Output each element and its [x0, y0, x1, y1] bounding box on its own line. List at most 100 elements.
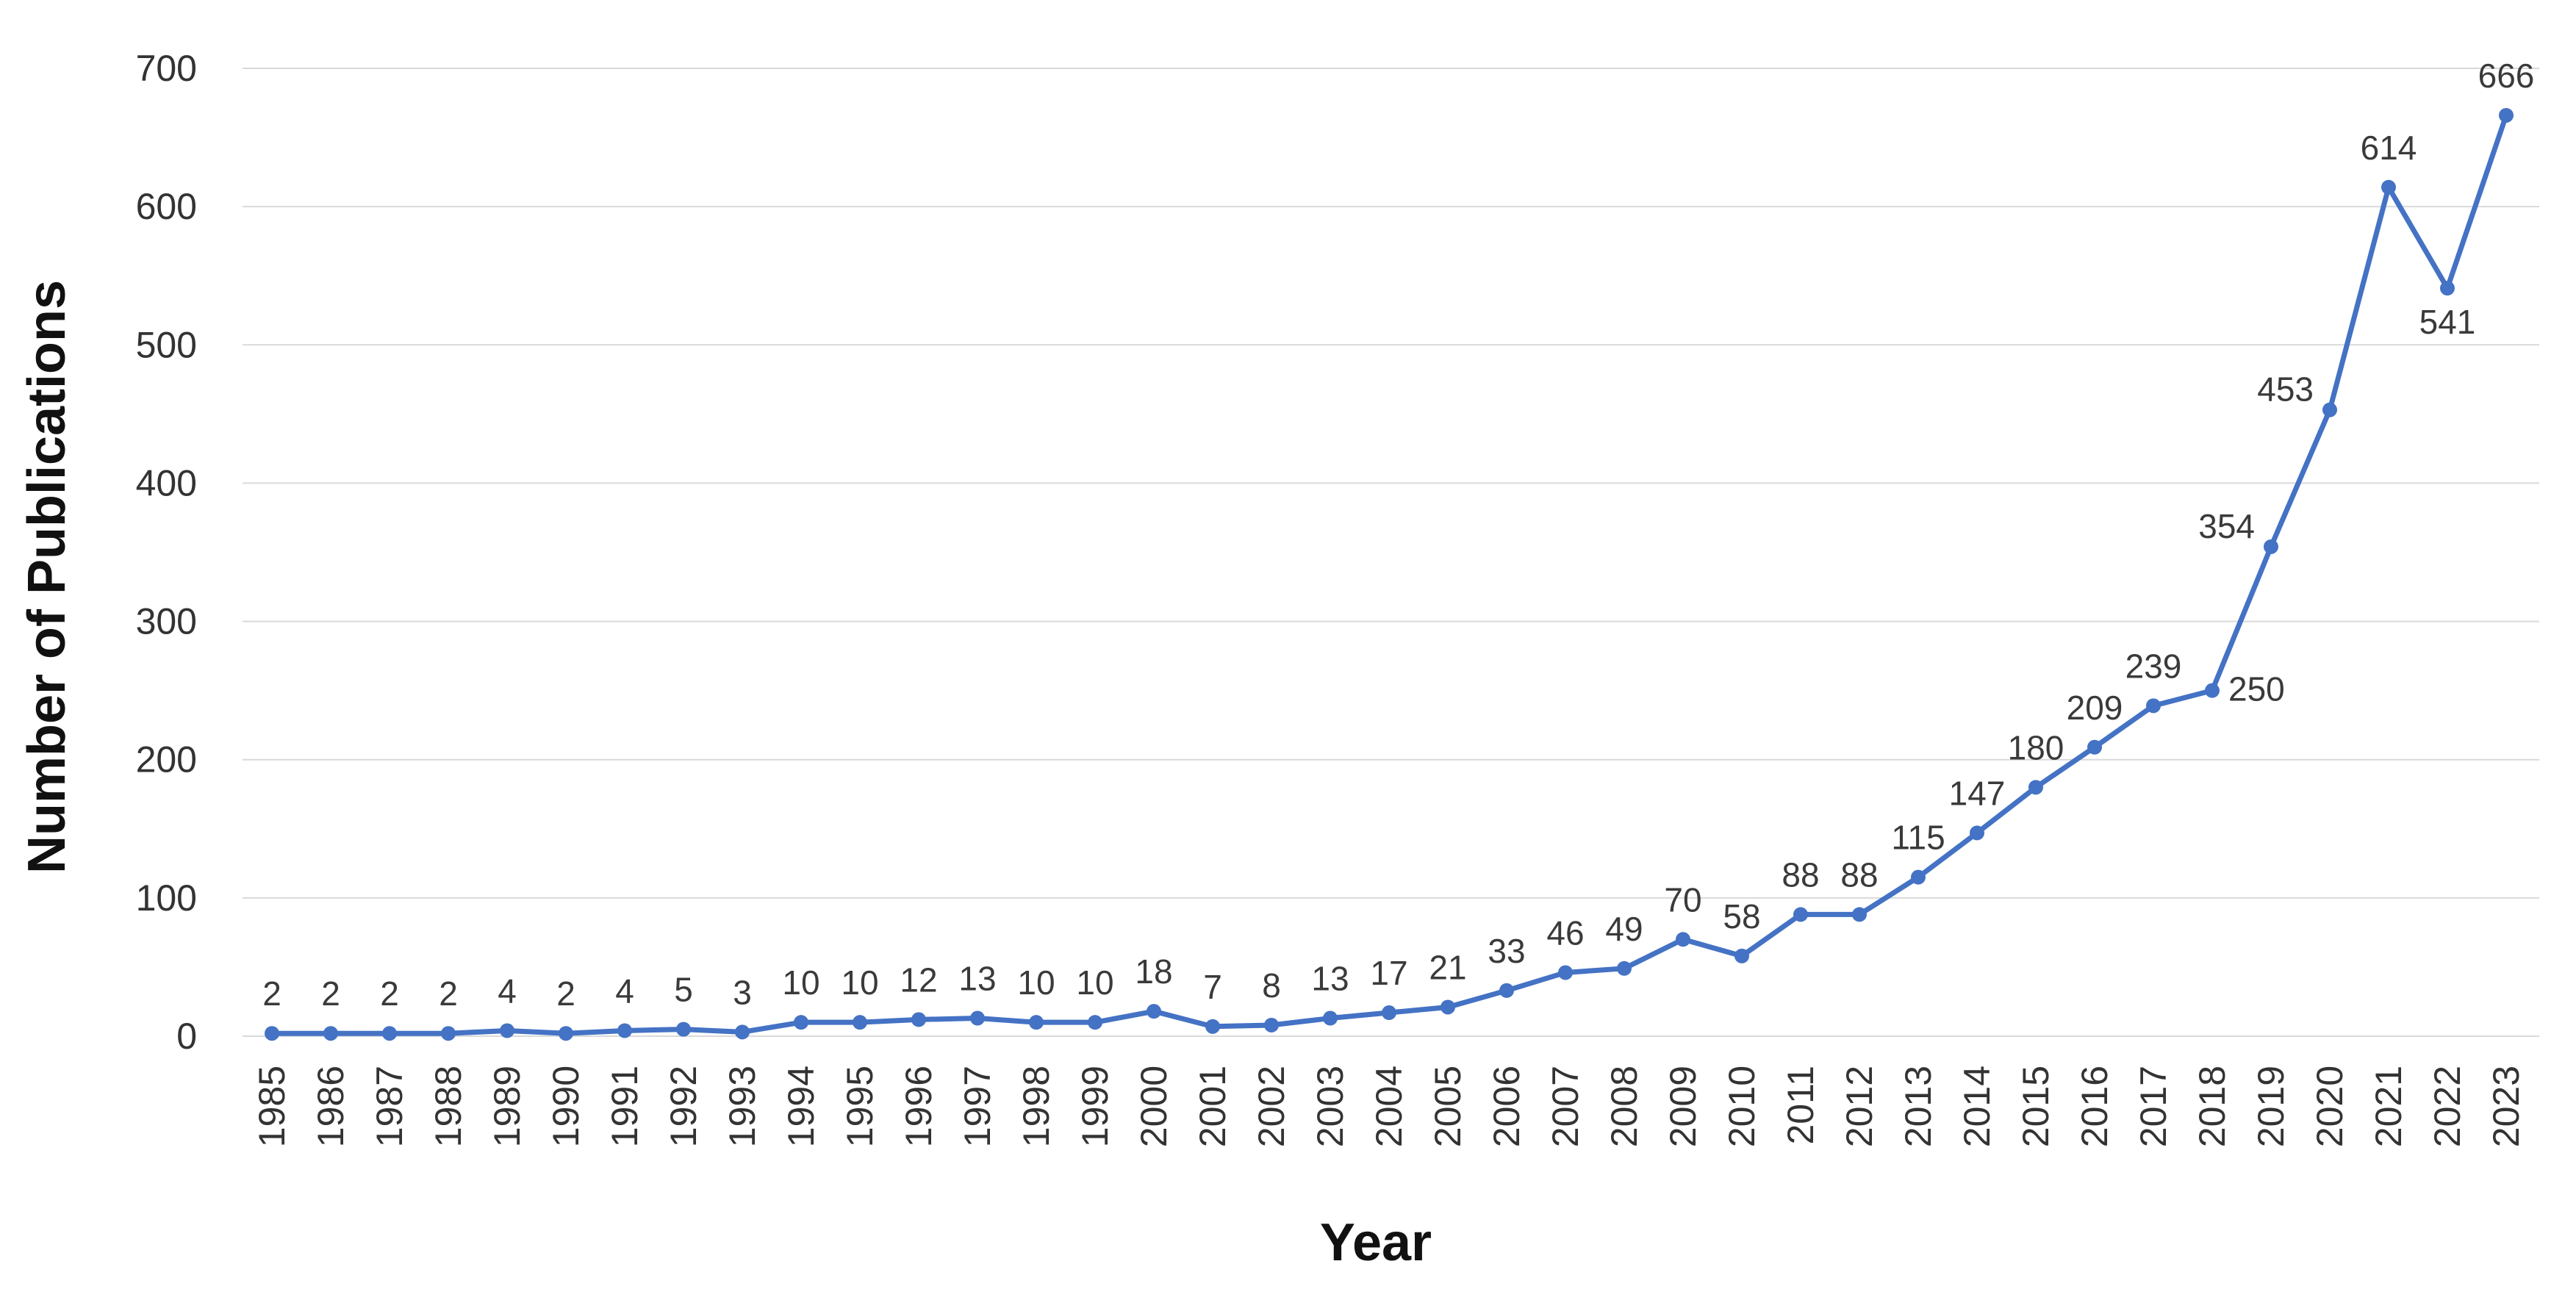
data-point — [1088, 1015, 1102, 1030]
x-tick-label: 2014 — [1956, 1066, 1998, 1147]
data-label: 2 — [380, 974, 399, 1013]
x-tick-label: 2006 — [1486, 1066, 1527, 1147]
x-tick-label: 2019 — [2250, 1066, 2292, 1147]
x-tick-label: 1990 — [545, 1066, 586, 1147]
data-label: 2 — [321, 974, 340, 1013]
x-tick-label: 1993 — [722, 1066, 763, 1147]
data-label: 33 — [1488, 932, 1525, 970]
data-point — [1558, 965, 1573, 980]
data-points — [265, 107, 2514, 1041]
data-point — [1029, 1015, 1044, 1030]
y-tick-label: 300 — [136, 601, 197, 642]
x-tick-label: 2017 — [2133, 1066, 2174, 1147]
data-point — [1852, 907, 1867, 922]
data-point — [1617, 960, 1632, 976]
x-tick-label: 2001 — [1192, 1066, 1233, 1147]
x-tick-label: 2002 — [1251, 1066, 1292, 1147]
x-tick-label: 2007 — [1545, 1066, 1586, 1147]
x-tick-label: 2009 — [1662, 1066, 1704, 1147]
data-label: 8 — [1262, 966, 1281, 1005]
x-tick-label: 2004 — [1368, 1066, 1410, 1147]
data-point — [2087, 739, 2102, 755]
x-tick-label: 1994 — [781, 1066, 822, 1147]
data-label: 17 — [1370, 954, 1407, 992]
x-tick-label: 2016 — [2074, 1066, 2115, 1147]
x-axis-title: Year — [1320, 1213, 1432, 1272]
data-label: 88 — [1840, 855, 1878, 894]
data-point — [853, 1015, 867, 1030]
y-tick-label: 400 — [136, 462, 197, 503]
x-tick-label: 2011 — [1780, 1066, 1821, 1145]
data-point — [1499, 983, 1514, 998]
x-axis-ticks: 1985 1986 1987 1988 1989 1990 1991 1992 1993 1994… — [251, 1066, 2527, 1147]
data-label: 49 — [1605, 910, 1643, 948]
series-line — [269, 112, 2509, 1036]
data-point — [1911, 869, 1926, 885]
y-tick-label: 100 — [136, 877, 197, 919]
data-point — [735, 1024, 750, 1040]
data-point — [676, 1021, 691, 1037]
data-point — [970, 1010, 985, 1026]
data-label: 147 — [1949, 774, 2006, 812]
data-point — [2381, 179, 2396, 195]
data-point — [2146, 698, 2161, 714]
data-label: 209 — [2067, 689, 2123, 727]
data-label: 2 — [439, 974, 458, 1013]
x-tick-label: 2008 — [1604, 1066, 1645, 1147]
data-point — [1734, 948, 1749, 963]
data-label: 2 — [556, 974, 575, 1013]
data-label: 180 — [2008, 728, 2064, 766]
y-axis-title: Number of Publications — [18, 280, 76, 874]
x-tick-label: 1999 — [1074, 1066, 1116, 1147]
data-point — [323, 1026, 338, 1041]
data-label: 10 — [841, 963, 878, 1002]
x-tick-label: 2013 — [1898, 1066, 1939, 1147]
data-point — [441, 1026, 456, 1041]
x-tick-label: 2018 — [2192, 1066, 2233, 1147]
x-tick-label: 1987 — [369, 1066, 410, 1147]
x-tick-label: 2010 — [1721, 1066, 1762, 1147]
data-label: 354 — [2198, 507, 2255, 545]
data-point — [794, 1015, 808, 1030]
y-axis-ticks: 0 100 200 300 400 500 600 700 — [136, 48, 197, 1057]
data-label: 46 — [1546, 913, 1584, 952]
x-tick-label: 1989 — [487, 1066, 528, 1147]
x-tick-label: 1998 — [1016, 1066, 1057, 1147]
data-label: 239 — [2125, 647, 2182, 685]
y-tick-label: 200 — [136, 739, 197, 780]
data-point — [911, 1012, 926, 1027]
data-point — [1323, 1010, 1338, 1026]
data-label: 666 — [2478, 57, 2535, 95]
data-label: 4 — [615, 972, 634, 1010]
data-point — [2264, 539, 2278, 554]
x-tick-label: 2021 — [2368, 1066, 2409, 1147]
data-label: 10 — [1017, 963, 1055, 1002]
x-tick-label: 1995 — [839, 1066, 880, 1147]
data-point — [1147, 1004, 1161, 1019]
series-line-layer — [269, 112, 2509, 1036]
y-tick-label: 600 — [136, 186, 197, 227]
data-label: 12 — [900, 960, 937, 999]
data-point — [2028, 780, 2043, 795]
x-tick-label: 2023 — [2486, 1066, 2527, 1147]
data-point — [2499, 107, 2514, 123]
x-tick-label: 2020 — [2309, 1066, 2350, 1147]
data-label: 10 — [1076, 963, 1113, 1002]
data-label: 3 — [733, 973, 752, 1011]
data-label: 541 — [2419, 303, 2476, 341]
x-tick-label: 1992 — [663, 1066, 704, 1147]
x-tick-label: 2022 — [2427, 1066, 2468, 1147]
data-label: 7 — [1203, 968, 1222, 1006]
data-label: 115 — [1891, 819, 1945, 857]
data-label: 70 — [1664, 880, 1701, 919]
x-tick-label: 2005 — [1427, 1066, 1468, 1147]
y-tick-label: 500 — [136, 324, 197, 365]
x-tick-label: 2000 — [1133, 1066, 1174, 1147]
data-point — [559, 1026, 573, 1041]
data-label: 614 — [2361, 129, 2417, 167]
data-label: 88 — [1782, 855, 1819, 894]
data-label: 10 — [782, 963, 819, 1002]
x-tick-label: 1991 — [604, 1066, 645, 1147]
data-label: 453 — [2257, 370, 2314, 409]
